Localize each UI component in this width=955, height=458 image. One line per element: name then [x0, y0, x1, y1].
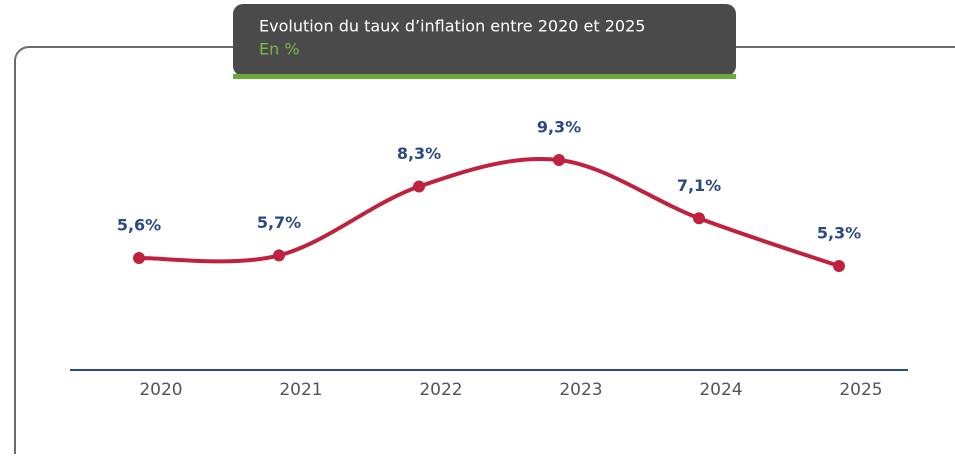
value-label: 8,3% — [397, 144, 441, 163]
value-label: 5,7% — [257, 213, 301, 232]
value-label: 5,3% — [817, 224, 861, 243]
chart-subtitle: En % — [259, 40, 300, 59]
x-tick-label: 2021 — [279, 380, 322, 400]
title-box — [233, 4, 736, 76]
title-underline — [233, 74, 736, 79]
x-tick-label: 2023 — [559, 380, 602, 400]
point — [273, 249, 285, 262]
point — [413, 180, 425, 193]
point — [133, 252, 145, 265]
line — [137, 156, 841, 268]
value-label: 7,1% — [677, 176, 721, 195]
value-label: 9,3% — [537, 118, 581, 137]
point — [693, 212, 705, 225]
x-tick-label: 2022 — [419, 380, 462, 400]
point — [833, 260, 845, 272]
point — [553, 154, 565, 166]
x-tick-label: 2024 — [699, 380, 742, 400]
x-tick-label: 2020 — [139, 380, 182, 400]
chart-title: Evolution du taux d’inflation entre 2020… — [259, 17, 645, 36]
value-label: 5,6% — [117, 216, 161, 235]
x-tick-label: 2025 — [839, 380, 882, 400]
